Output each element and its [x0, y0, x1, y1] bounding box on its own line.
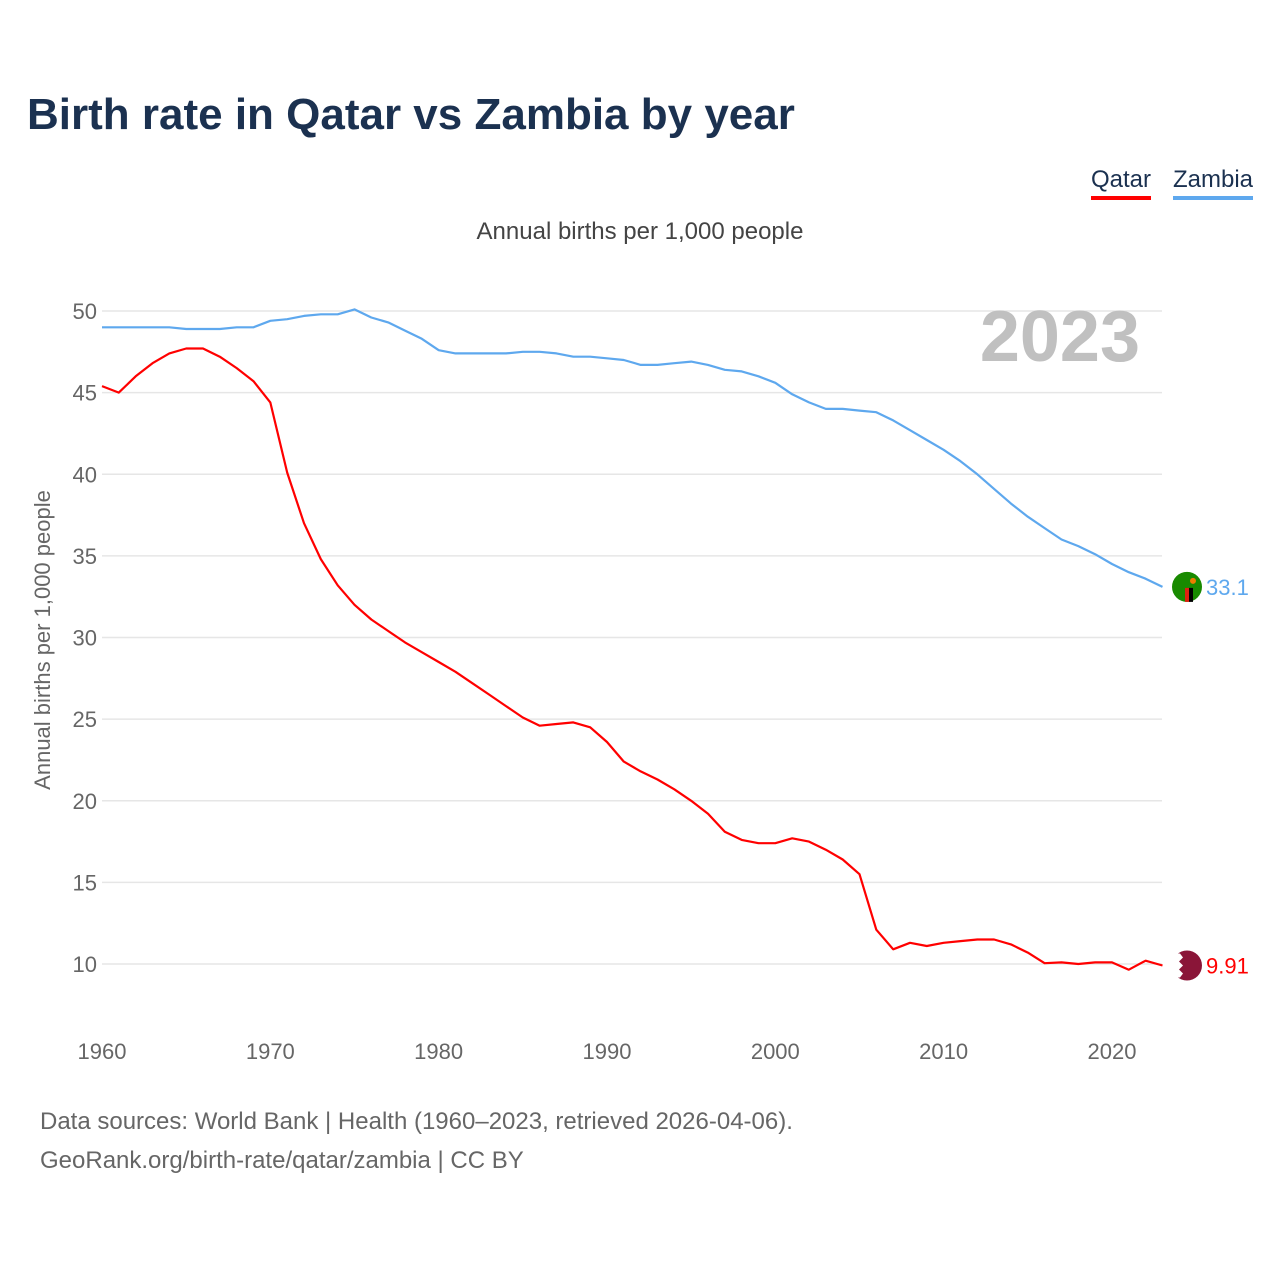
end-value-label-qatar: 9.91 — [1206, 953, 1249, 978]
series-line-qatar — [101, 347, 1163, 971]
year-watermark: 2023 — [980, 297, 1140, 377]
y-tick-label: 50 — [73, 299, 97, 324]
legend-item-qatar[interactable]: Qatar — [1090, 166, 1151, 200]
source-link[interactable]: GeoRank.org/birth-rate/qatar/zambia | CC… — [40, 1147, 524, 1174]
y-tick-label: 15 — [73, 870, 97, 895]
series-line-zambia — [102, 308, 1163, 588]
legend-item-zambia[interactable]: Zambia — [1172, 166, 1253, 200]
zambia-flag-stripe — [1189, 587, 1193, 602]
y-tick-label: 30 — [73, 626, 97, 651]
zambia-flag-eagle — [1190, 577, 1196, 584]
y-tick-label: 40 — [73, 462, 97, 487]
y-tick-label: 25 — [73, 707, 97, 732]
x-tick-label: 1970 — [246, 1039, 295, 1064]
x-tick-label: 2010 — [919, 1039, 968, 1064]
x-tick-label: 1990 — [583, 1039, 632, 1064]
x-tick-label: 1960 — [78, 1039, 127, 1064]
chart-title: Birth rate in Qatar vs Zambia by year — [27, 90, 795, 139]
zambia-flag-stripe — [1185, 587, 1189, 602]
y-tick-label: 35 — [73, 544, 97, 569]
chart-subtitle: Annual births per 1,000 people — [476, 218, 804, 245]
source-text: Data sources: World Bank | Health (1960–… — [40, 1108, 793, 1135]
y-axis-label: Annual births per 1,000 people — [30, 490, 55, 790]
y-tick-label: 45 — [73, 381, 97, 406]
x-tick-label: 2000 — [751, 1039, 800, 1064]
x-tick-label: 2020 — [1088, 1039, 1137, 1064]
legend: Qatar Zambia — [1090, 166, 1253, 200]
y-tick-label: 20 — [73, 789, 97, 814]
end-value-label-zambia: 33.1 — [1206, 575, 1249, 600]
x-tick-label: 1980 — [414, 1039, 463, 1064]
qatar-flag-serration — [1172, 953, 1183, 978]
y-tick-label: 10 — [73, 952, 97, 977]
